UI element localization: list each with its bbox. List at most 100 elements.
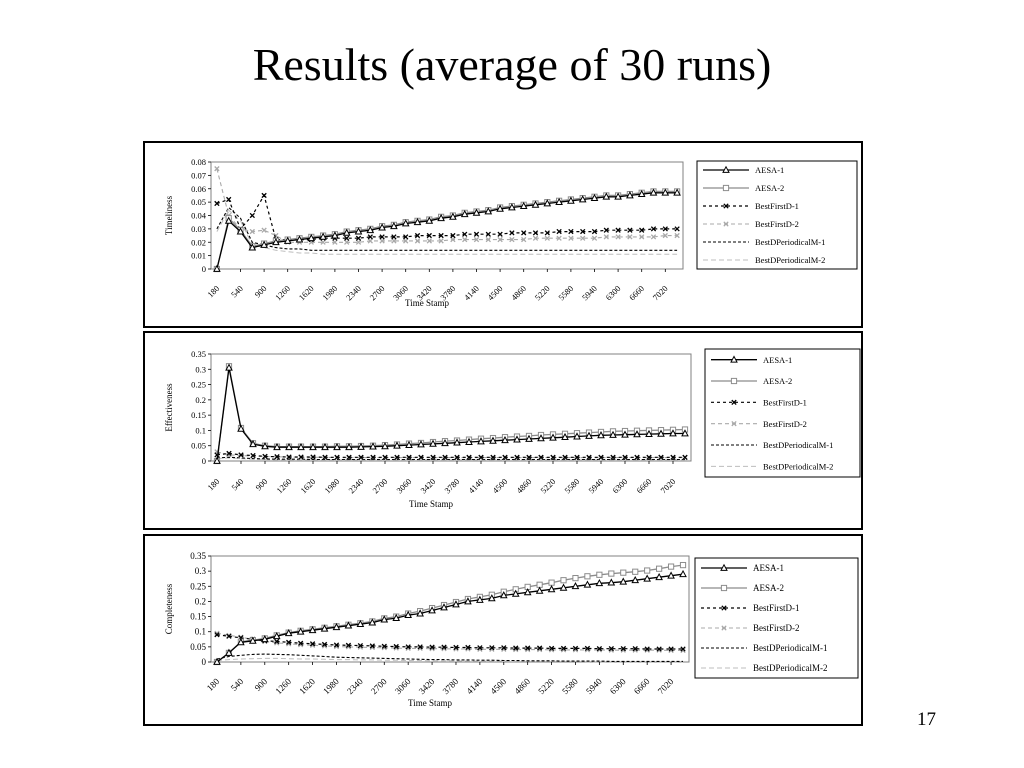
- data-point: [607, 578, 616, 586]
- data-point: [568, 228, 574, 235]
- data-point: [680, 646, 686, 652]
- x-tick-label: 2700: [367, 283, 386, 302]
- data-point: [454, 454, 460, 460]
- timeliness-chart: 0 0.01 0.02 0.03 0.04 0.05 0.06 0.07 0.08 180 540 9…: [164, 157, 858, 308]
- data-point: [450, 236, 456, 243]
- x-tick-label: 1260: [273, 676, 293, 696]
- data-point: [669, 429, 677, 437]
- data-point: [646, 454, 652, 460]
- data-point: [662, 232, 668, 239]
- data-point: [490, 454, 496, 460]
- data-point: [658, 454, 664, 460]
- data-point: [673, 188, 681, 196]
- data-point: [619, 577, 628, 585]
- data-point: [309, 641, 316, 647]
- data-point: [560, 645, 567, 652]
- x-tick-label: 540: [229, 283, 245, 299]
- data-point: [369, 442, 377, 450]
- data-point: [674, 226, 680, 232]
- y-tick-label: 0.3: [195, 364, 206, 374]
- slide-title: Results (average of 30 runs): [252, 39, 772, 90]
- x-tick-label: 5580: [562, 476, 581, 495]
- data-point: [320, 239, 326, 245]
- data-point: [236, 227, 245, 235]
- data-point: [369, 643, 375, 649]
- data-point: [645, 429, 653, 437]
- x-tick-label: 900: [253, 476, 269, 492]
- data-point: [644, 646, 650, 652]
- data-point: [413, 217, 422, 226]
- y-tick-label: 0.07: [191, 170, 206, 180]
- data-point: [603, 234, 609, 240]
- data-point: [548, 645, 555, 652]
- y-tick-label: 0.01: [191, 251, 206, 261]
- data-point: [344, 621, 353, 629]
- data-point: [321, 641, 328, 648]
- x-tick-label: 180: [205, 676, 222, 693]
- x-tick-label: 3060: [393, 676, 413, 696]
- data-point: [226, 633, 232, 639]
- data-point: [580, 235, 586, 241]
- x-tick-label: 4500: [485, 283, 504, 302]
- data-point: [237, 638, 245, 646]
- data-point: [667, 563, 675, 570]
- data-point: [477, 437, 485, 445]
- y-tick-label: 0: [202, 264, 206, 274]
- data-point: [525, 645, 531, 651]
- x-tick-label: 3420: [417, 676, 437, 696]
- data-point: [681, 429, 689, 437]
- data-point: [334, 454, 340, 460]
- data-point: [536, 645, 543, 651]
- x-tick-label: 1980: [320, 283, 339, 302]
- data-point: [526, 454, 532, 460]
- y-tick-label: 0.15: [190, 612, 206, 622]
- legend-marker: [721, 605, 727, 611]
- data-point: [682, 454, 688, 460]
- series-line: [216, 206, 678, 251]
- data-point: [626, 191, 634, 199]
- legend-marker: [731, 421, 737, 427]
- data-point: [391, 234, 397, 240]
- y-tick-label: 0.05: [191, 197, 206, 207]
- data-point: [509, 230, 515, 236]
- data-point: [344, 235, 350, 241]
- data-point: [544, 230, 550, 236]
- data-point: [414, 238, 421, 244]
- data-point: [473, 236, 480, 243]
- data-point: [634, 454, 640, 460]
- x-tick-label: 2700: [369, 676, 389, 696]
- series-line: [216, 367, 685, 462]
- data-point: [620, 646, 626, 652]
- y-tick-label: 0.3: [195, 566, 207, 576]
- legend-label: BestDPeriodicalM-2: [753, 663, 828, 673]
- legend-label: BestDPeriodicalM-1: [755, 237, 825, 247]
- data-point: [273, 232, 279, 239]
- y-tick-label: 0.1: [195, 425, 206, 435]
- legend-marker: [720, 584, 728, 592]
- x-tick-label: 6660: [627, 283, 646, 302]
- data-point: [578, 195, 587, 203]
- data-point: [213, 657, 221, 665]
- data-point: [543, 199, 552, 207]
- data-point: [466, 454, 472, 460]
- x-tick-label: 5940: [580, 283, 599, 302]
- data-point: [284, 628, 293, 637]
- data-point: [370, 454, 376, 460]
- data-point: [260, 635, 269, 643]
- data-point: [656, 565, 663, 572]
- legend-label: AESA-1: [763, 355, 792, 365]
- timeliness-chart-panel: 0 0.01 0.02 0.03 0.04 0.05 0.06 0.07 0.08 180 540 9…: [143, 141, 863, 328]
- data-point: [248, 636, 257, 644]
- data-point: [224, 216, 233, 224]
- data-point: [535, 586, 544, 594]
- data-point: [249, 439, 257, 448]
- data-point: [250, 452, 256, 459]
- x-tick-label: 900: [252, 283, 268, 299]
- y-tick-label: 0.05: [191, 441, 206, 451]
- data-point: [584, 645, 591, 652]
- x-tick-label: 5580: [556, 283, 575, 302]
- series-line: [216, 193, 678, 241]
- data-point: [596, 646, 603, 652]
- data-point: [426, 232, 432, 239]
- data-point: [213, 264, 221, 272]
